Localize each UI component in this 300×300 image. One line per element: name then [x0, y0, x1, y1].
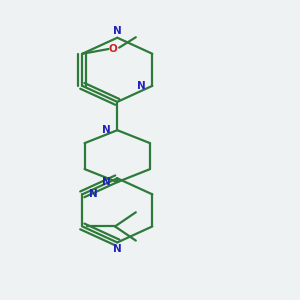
Text: N: N	[102, 177, 111, 187]
Text: N: N	[113, 26, 122, 36]
Text: N: N	[102, 125, 111, 135]
Text: N: N	[88, 189, 98, 199]
Text: N: N	[137, 81, 146, 91]
Text: O: O	[109, 44, 118, 54]
Text: N: N	[113, 244, 122, 254]
